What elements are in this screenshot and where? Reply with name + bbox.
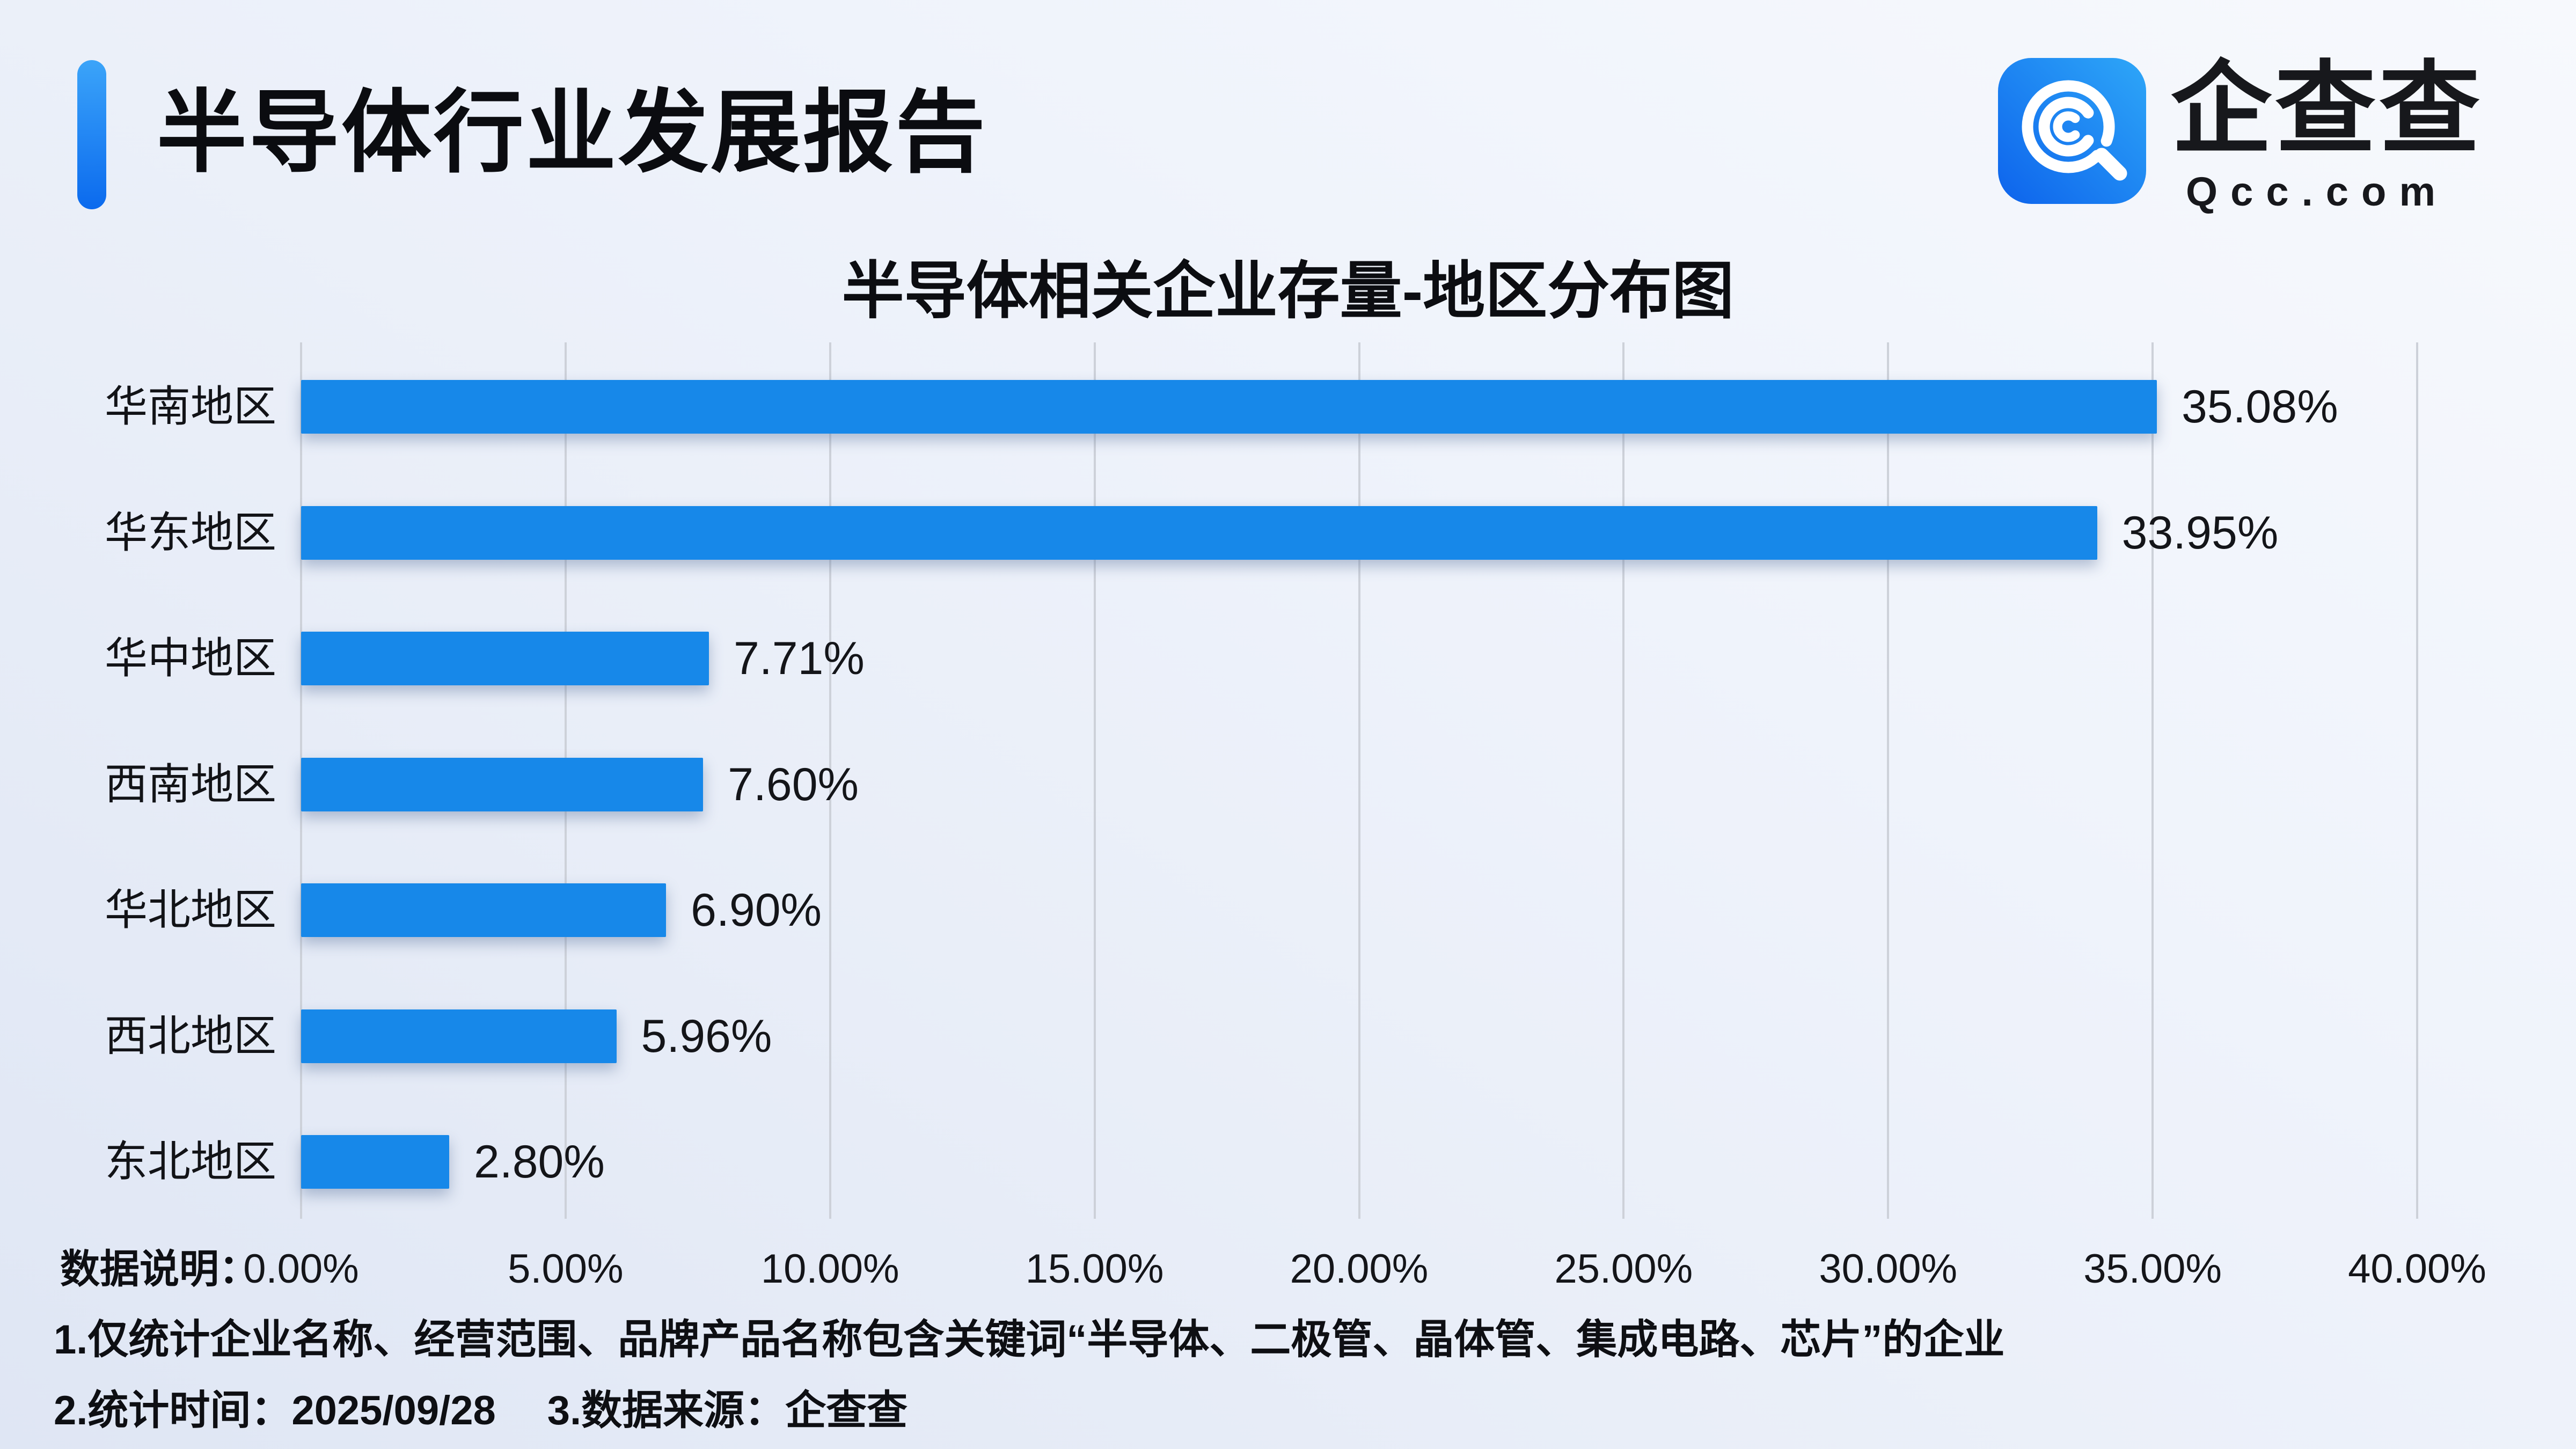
title-accent-bar — [77, 60, 106, 209]
qcc-brand-name: 企查查 — [2171, 53, 2483, 165]
x-tick-label: 40.00% — [2348, 1246, 2486, 1292]
x-tick-label: 30.00% — [1819, 1246, 1958, 1292]
grid-line — [1093, 342, 1096, 1219]
category-label: 西南地区 — [105, 760, 276, 808]
qcc-logo: 企查查 Qcc.com — [1998, 53, 2483, 215]
footnote-meta: 2.统计时间：2025/09/28 3.数据来源：企查查 — [54, 1381, 908, 1440]
qcc-domain: Qcc.com — [2186, 169, 2449, 215]
category-label: 华南地区 — [105, 383, 276, 430]
bar-value-label: 35.08% — [2182, 381, 2338, 433]
footnote-date: 2.统计时间：2025/09/28 — [54, 1388, 496, 1433]
grid-line — [1622, 342, 1625, 1219]
category-label: 华东地区 — [105, 508, 276, 557]
x-tick-label: 0.00% — [243, 1246, 359, 1292]
bar — [301, 632, 709, 685]
category-label: 华中地区 — [105, 634, 276, 682]
bar-value-label: 6.90% — [691, 884, 822, 936]
bar — [301, 1009, 617, 1063]
x-tick-label: 15.00% — [1025, 1246, 1164, 1292]
x-tick-label: 5.00% — [508, 1246, 624, 1292]
x-tick-label: 25.00% — [1554, 1246, 1693, 1292]
x-tick-label: 10.00% — [760, 1246, 899, 1292]
bar — [301, 883, 667, 937]
bar — [301, 1135, 449, 1189]
x-tick-label: 20.00% — [1290, 1246, 1429, 1292]
category-label: 华北地区 — [105, 886, 276, 934]
bar — [301, 380, 2157, 434]
chart-title: 半导体相关企业存量-地区分布图 — [841, 256, 1735, 326]
grid-line — [2151, 342, 2154, 1219]
bar-value-label: 5.96% — [641, 1010, 772, 1062]
qcc-logo-text: 企查查 Qcc.com — [2171, 53, 2483, 215]
footnote-scope: 1.仅统计企业名称、经营范围、品牌产品名称包含关键词“半导体、二极管、晶体管、集… — [54, 1317, 2005, 1363]
category-label: 西北地区 — [105, 1012, 276, 1060]
x-tick-label: 35.00% — [2083, 1246, 2222, 1292]
qcc-logo-icon — [1998, 58, 2146, 204]
footnote-source: 3.数据来源：企查查 — [547, 1388, 908, 1433]
page-title: 半导体行业发展报告 — [157, 82, 987, 183]
grid-line — [829, 342, 831, 1219]
grid-line — [1887, 342, 1890, 1219]
grid-line — [1358, 342, 1360, 1219]
plot-area: 35.08% 33.95% 7.71% 7.60% 6.90% 5.96% 2.80% — [300, 342, 2418, 1219]
bar-value-label: 7.71% — [734, 633, 865, 684]
bar — [301, 506, 2097, 560]
bar-value-label: 2.80% — [474, 1136, 605, 1188]
category-label: 东北地区 — [105, 1138, 276, 1185]
grid-line — [2416, 342, 2418, 1219]
data-note-label: 数据说明： — [60, 1247, 259, 1291]
bar-value-label: 33.95% — [2121, 507, 2279, 559]
bar — [301, 757, 704, 811]
bar-value-label: 7.60% — [728, 758, 859, 810]
